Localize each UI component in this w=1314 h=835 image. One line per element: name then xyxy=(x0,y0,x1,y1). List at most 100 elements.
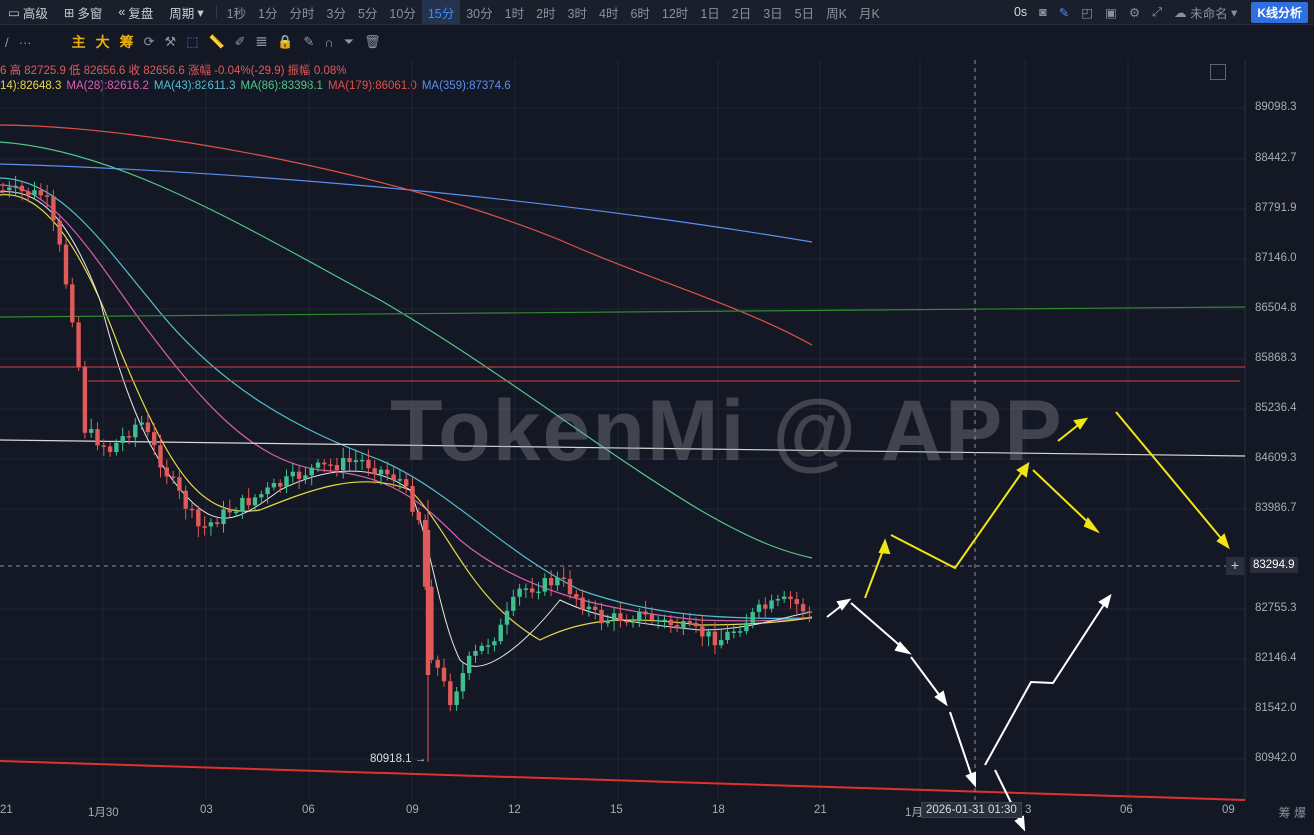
candle-body xyxy=(605,620,610,624)
interval-周K[interactable]: 周K xyxy=(826,6,847,21)
candle-body xyxy=(561,577,566,580)
tool-icon[interactable]: ⚒ xyxy=(164,34,177,49)
interval-3时[interactable]: 3时 xyxy=(567,6,587,21)
big-order-button[interactable]: 大 xyxy=(95,34,110,50)
candle-body xyxy=(504,610,510,625)
grid-icon: ⊞ xyxy=(63,5,75,20)
candle-body xyxy=(637,611,642,622)
brush-icon[interactable]: ✐ xyxy=(234,34,246,49)
y-tick-label: 85868.3 xyxy=(1255,352,1297,364)
support-line xyxy=(0,760,1246,801)
replay-button[interactable]: «复盘 xyxy=(118,5,154,21)
candle-body xyxy=(89,429,94,433)
candle-body xyxy=(126,436,132,438)
y-tick-label: 89098.3 xyxy=(1255,101,1297,113)
fullscreen-icon[interactable] xyxy=(1210,64,1226,80)
candle-body xyxy=(479,645,484,652)
candle-body xyxy=(221,509,226,525)
more-button[interactable]: ··· xyxy=(18,34,32,50)
interval-10分[interactable]: 10分 xyxy=(389,6,416,21)
candle-body xyxy=(378,469,384,475)
candle-body xyxy=(189,508,195,511)
interval-30分[interactable]: 30分 xyxy=(466,6,493,21)
candle-body xyxy=(750,611,755,623)
interval-1日[interactable]: 1日 xyxy=(700,6,720,21)
layout-dropdown[interactable]: ☁ 未命名 ▾ xyxy=(1174,5,1238,21)
interval-5分[interactable]: 5分 xyxy=(357,6,378,21)
interval-2日[interactable]: 2日 xyxy=(731,6,752,21)
candle-body xyxy=(215,522,220,525)
add-alert-button[interactable]: + xyxy=(1226,557,1244,575)
candle-body xyxy=(435,659,440,668)
trash-icon[interactable]: 🗑 xyxy=(364,34,381,49)
x-tick-label: 21 xyxy=(814,804,827,816)
ma-legend-item: MA(86):83398.1 xyxy=(240,80,323,92)
candle-body xyxy=(133,424,138,438)
candle-body xyxy=(782,596,787,600)
candle-body xyxy=(107,446,113,453)
candle-body xyxy=(82,366,88,433)
chips-button[interactable]: 筹 xyxy=(119,34,134,50)
lock-icon[interactable]: 🔒 xyxy=(277,34,294,49)
camera-icon[interactable]: ◙ xyxy=(1039,5,1047,19)
candle-body xyxy=(599,609,604,624)
interval-4时[interactable]: 4时 xyxy=(599,6,619,21)
record-icon[interactable]: ▣ xyxy=(1105,5,1117,20)
magnet-icon[interactable]: ∩ xyxy=(324,34,334,50)
candle-body xyxy=(763,604,768,609)
settings-icon[interactable]: ⚙ xyxy=(1128,5,1141,20)
candle-body xyxy=(359,459,365,462)
candle-body xyxy=(706,631,711,637)
candle-body xyxy=(788,596,793,600)
kline-analysis-button[interactable]: K线分析 xyxy=(1251,1,1308,23)
filter-icon[interactable]: ⏷ xyxy=(343,34,355,49)
ma-legend-item: MA(359):87374.6 xyxy=(421,80,511,92)
candle-body xyxy=(284,476,289,487)
candle-body xyxy=(183,490,188,509)
cursor-icon[interactable]: ⬚ xyxy=(186,34,199,49)
collapse-icon[interactable]: / xyxy=(5,34,9,50)
crosshair-price: 83294.9 xyxy=(1250,557,1298,573)
interval-分时[interactable]: 分时 xyxy=(289,6,315,21)
expand-icon[interactable]: ⤢ xyxy=(1152,4,1163,19)
candle-body xyxy=(252,497,258,506)
frame-icon[interactable]: ◰ xyxy=(1081,5,1094,20)
note-icon[interactable]: ✎ xyxy=(303,34,315,49)
interval-1秒[interactable]: 1秒 xyxy=(226,6,247,21)
period-dropdown[interactable]: 周期 ▾ xyxy=(169,5,204,21)
min-price-label: 80918.1 → xyxy=(370,753,427,765)
multi-window-button[interactable]: ⊞ 多窗 xyxy=(63,5,103,21)
cloud-icon: ☁ xyxy=(1174,5,1187,20)
interval-2时[interactable]: 2时 xyxy=(536,6,556,21)
x-tick-label: 1月30 xyxy=(88,807,119,819)
x-tick-label: 09 xyxy=(1222,804,1235,816)
interval-15分[interactable]: 15分 xyxy=(421,0,461,24)
y-tick-label: 81542.0 xyxy=(1255,702,1297,714)
candle-body xyxy=(593,606,598,610)
interval-3日[interactable]: 3日 xyxy=(763,6,783,21)
interval-5日[interactable]: 5日 xyxy=(794,6,815,21)
main-indicator-button[interactable]: 主 xyxy=(71,34,86,50)
trend-line-white xyxy=(0,439,1246,457)
candle-body xyxy=(233,511,239,514)
candle-body xyxy=(693,622,699,627)
interval-1分[interactable]: 1分 xyxy=(258,6,278,21)
interval-6时[interactable]: 6时 xyxy=(630,6,650,21)
candle-body xyxy=(341,458,346,471)
interval-3分[interactable]: 3分 xyxy=(326,6,346,21)
advanced-button[interactable]: ▭ 高级 xyxy=(8,5,48,21)
ma43-line xyxy=(0,177,813,619)
interval-月K[interactable]: 月K xyxy=(858,6,880,21)
ma-legend-item: 14):82648.3 xyxy=(0,80,62,92)
candles-icon[interactable]: 𝌆 xyxy=(255,34,268,49)
candle-body xyxy=(164,467,169,477)
interval-1时[interactable]: 1时 xyxy=(504,6,525,21)
ruler-icon[interactable]: 📏 xyxy=(208,34,225,49)
interval-12时[interactable]: 12时 xyxy=(661,6,689,21)
chip-blast-toggle[interactable]: 筹 爆 xyxy=(1278,806,1306,820)
pen-icon[interactable]: ✎ xyxy=(1058,5,1070,20)
candle-body xyxy=(26,191,31,196)
y-tick-label: 80942.0 xyxy=(1255,752,1297,764)
sync-icon[interactable]: ⟳ xyxy=(143,34,155,49)
